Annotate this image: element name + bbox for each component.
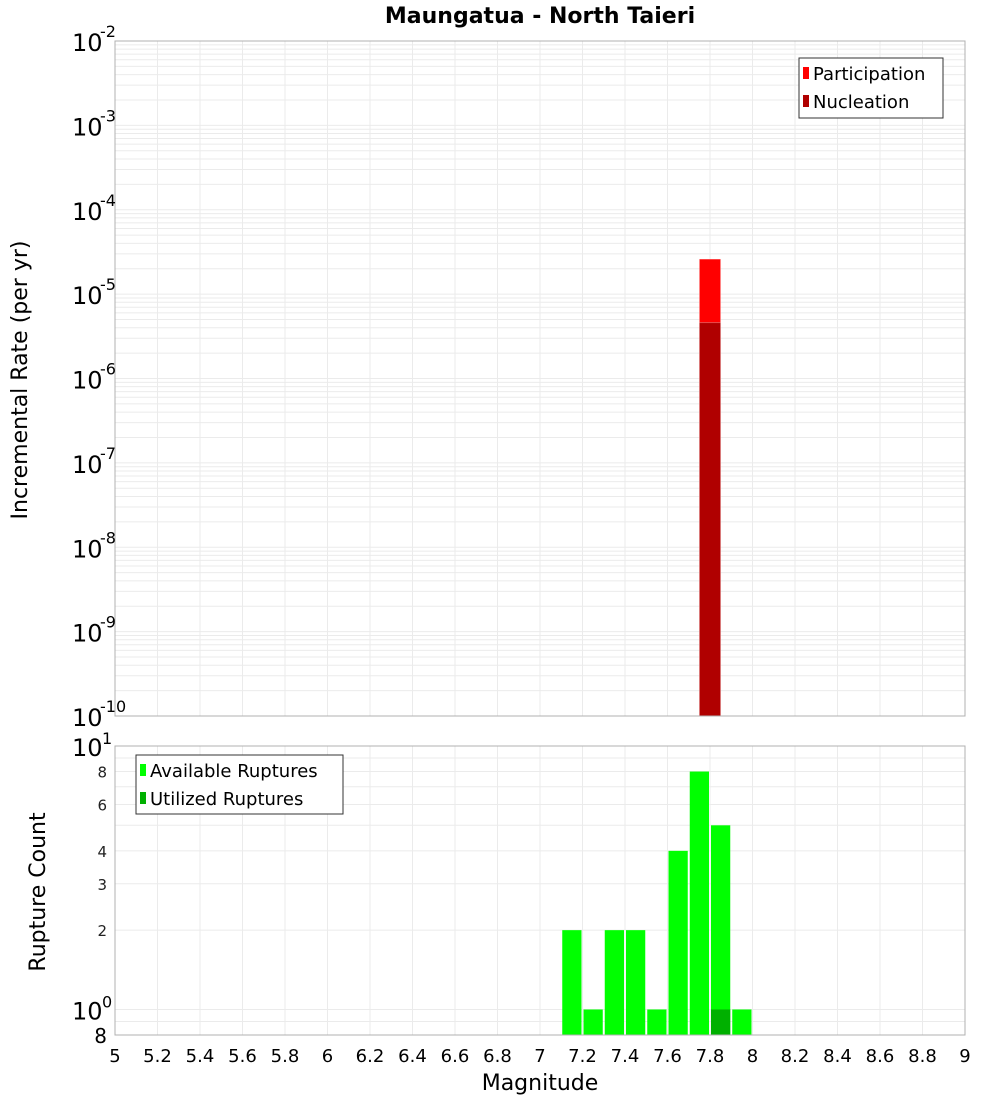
svg-text:9: 9 xyxy=(959,1046,970,1067)
svg-text:10: 10 xyxy=(72,282,103,310)
legend-nucleation: Nucleation xyxy=(813,92,909,113)
svg-text:10: 10 xyxy=(72,535,103,563)
svg-text:10: 10 xyxy=(72,620,103,648)
x-tick-labels: 5 5.2 5.4 5.6 5.8 6 6.2 6.4 6.6 6.8 7 7.2 7.4 7.6 7.8 8… xyxy=(109,1046,970,1067)
svg-text:-6: -6 xyxy=(100,360,116,379)
top-plot: 10-210-310-410-510-610-710-810-910-10 In… xyxy=(8,22,965,732)
svg-text:5.6: 5.6 xyxy=(228,1046,257,1067)
svg-text:10: 10 xyxy=(72,198,103,226)
svg-text:8: 8 xyxy=(94,1024,107,1048)
legend-utilized: Utilized Ruptures xyxy=(150,789,303,810)
svg-text:0: 0 xyxy=(102,992,112,1011)
legend-available: Available Ruptures xyxy=(150,761,318,782)
svg-text:-8: -8 xyxy=(100,528,116,547)
bottom-y-tick-labels: 101864321008 xyxy=(72,729,112,1048)
svg-text:10: 10 xyxy=(72,734,103,762)
svg-text:5: 5 xyxy=(109,1046,120,1067)
available-swatch xyxy=(140,764,146,776)
bottom-plot: 101864321008 55.25.45.65.866.26.46.66.87… xyxy=(26,729,971,1096)
figure: Maungatua - North Taieri 10-210-310-410-… xyxy=(0,0,1000,1100)
svg-text:2: 2 xyxy=(97,922,107,940)
svg-text:8.8: 8.8 xyxy=(908,1046,937,1067)
svg-text:8.4: 8.4 xyxy=(823,1046,852,1067)
svg-text:4: 4 xyxy=(97,843,107,861)
top-legend: Participation Nucleation xyxy=(799,58,943,118)
top-bars xyxy=(699,259,720,716)
svg-text:6.2: 6.2 xyxy=(356,1046,385,1067)
svg-text:-5: -5 xyxy=(100,275,116,294)
svg-text:8.6: 8.6 xyxy=(866,1046,895,1067)
svg-text:-9: -9 xyxy=(100,613,116,632)
top-y-axis-label: Incremental Rate (per yr) xyxy=(8,241,33,520)
svg-text:6: 6 xyxy=(322,1046,333,1067)
svg-text:3: 3 xyxy=(97,876,107,894)
svg-text:6.6: 6.6 xyxy=(441,1046,470,1067)
bottom-y-axis-label: Rupture Count xyxy=(26,812,51,972)
x-axis-label: Magnitude xyxy=(482,1071,599,1096)
svg-text:8: 8 xyxy=(747,1046,758,1067)
svg-text:5.8: 5.8 xyxy=(271,1046,300,1067)
svg-text:10: 10 xyxy=(72,113,103,141)
bottom-legend: Available Ruptures Utilized Ruptures xyxy=(136,755,343,814)
svg-text:10: 10 xyxy=(72,451,103,479)
svg-text:10: 10 xyxy=(72,29,103,57)
svg-text:1: 1 xyxy=(102,729,112,748)
svg-text:10: 10 xyxy=(72,367,103,395)
svg-text:7.2: 7.2 xyxy=(568,1046,597,1067)
chart-title: Maungatua - North Taieri xyxy=(385,4,695,29)
svg-text:6.8: 6.8 xyxy=(483,1046,512,1067)
svg-text:-2: -2 xyxy=(100,22,116,41)
svg-text:-4: -4 xyxy=(100,191,116,210)
svg-text:-10: -10 xyxy=(100,697,126,716)
legend-participation: Participation xyxy=(813,64,925,85)
top-grid xyxy=(115,41,965,716)
svg-text:8.2: 8.2 xyxy=(781,1046,810,1067)
svg-text:7.8: 7.8 xyxy=(696,1046,725,1067)
participation-swatch xyxy=(803,67,809,79)
svg-text:8: 8 xyxy=(97,764,107,782)
svg-text:6.4: 6.4 xyxy=(398,1046,427,1067)
svg-text:10: 10 xyxy=(72,997,103,1025)
svg-text:5.4: 5.4 xyxy=(186,1046,215,1067)
utilized-swatch xyxy=(140,792,146,804)
svg-text:10: 10 xyxy=(72,704,103,732)
svg-text:-3: -3 xyxy=(100,106,116,125)
svg-text:6: 6 xyxy=(97,796,107,814)
svg-text:5.2: 5.2 xyxy=(143,1046,172,1067)
nucleation-swatch xyxy=(803,95,809,107)
svg-text:7.4: 7.4 xyxy=(611,1046,640,1067)
svg-text:7: 7 xyxy=(534,1046,545,1067)
svg-text:-7: -7 xyxy=(100,444,116,463)
svg-text:7.6: 7.6 xyxy=(653,1046,682,1067)
